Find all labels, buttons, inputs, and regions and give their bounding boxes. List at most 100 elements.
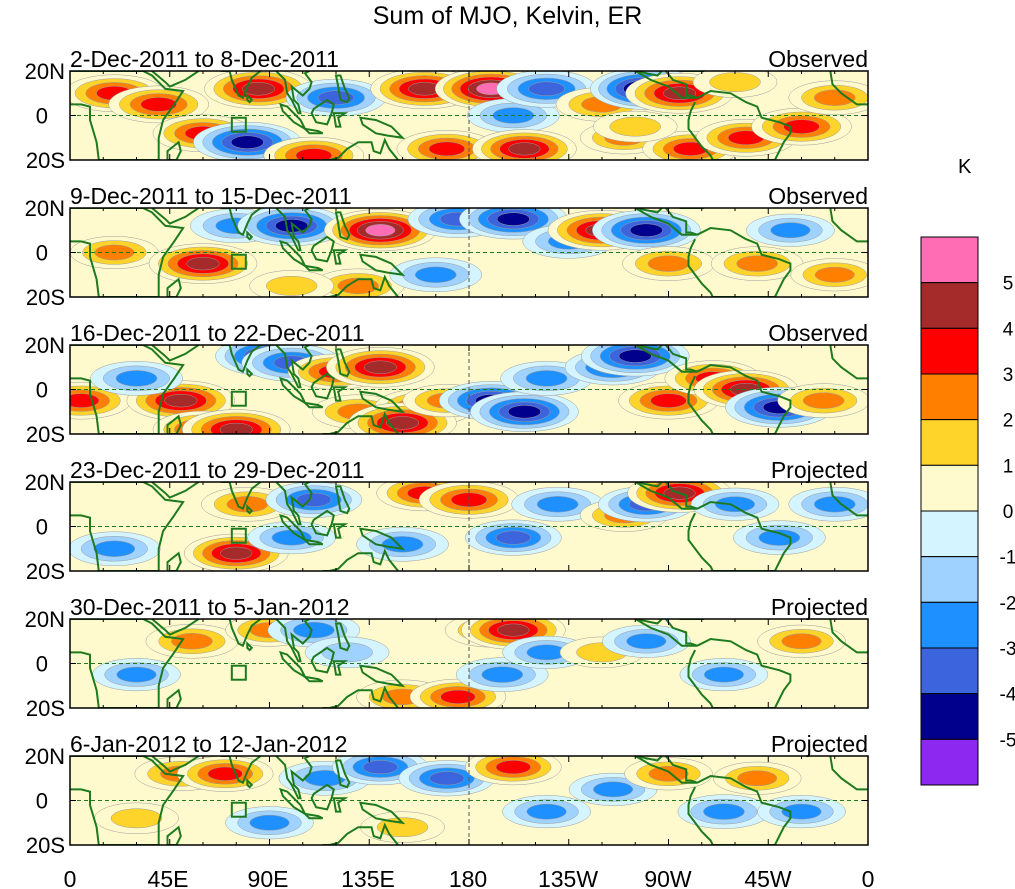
lon-label: 0 (64, 866, 77, 889)
colorbar-label: 1 (1003, 456, 1014, 477)
anomaly-contour (140, 97, 177, 112)
region-box (230, 527, 247, 544)
colorbar-swatch (920, 282, 979, 329)
lat-label-0: 0 (36, 652, 48, 677)
anomaly-contour (648, 765, 689, 782)
coastline (358, 253, 406, 277)
anomaly-contour (429, 771, 465, 786)
lat-label-0: 0 (36, 515, 48, 540)
anomaly-contour (321, 642, 373, 663)
coastline (687, 363, 792, 434)
coastline (310, 509, 335, 537)
coastline (275, 71, 313, 115)
anomaly-contour (526, 803, 567, 820)
anomaly-contour (814, 266, 855, 283)
coastline (322, 274, 399, 297)
coastline (275, 482, 313, 526)
coastline (334, 759, 351, 789)
coastline (634, 345, 698, 373)
lat-label-20s: 20S (26, 696, 65, 721)
coastline (334, 622, 351, 652)
lat-label-20s: 20S (26, 148, 65, 173)
panel-3-field (70, 345, 868, 434)
anomaly-contour (802, 392, 845, 409)
coastline (151, 756, 200, 773)
coastline (332, 797, 349, 813)
anomaly-contour (528, 81, 565, 97)
coastline (70, 619, 185, 708)
panel-status-label: Projected (771, 594, 868, 620)
panel-date-label: 16-Dec-2011 to 22-Dec-2011 (70, 320, 365, 346)
lat-label-20n: 20N (25, 470, 65, 495)
anomaly-contour (186, 256, 220, 271)
colorbar-swatch (920, 693, 979, 740)
coastline (302, 538, 324, 546)
lon-label: 135W (538, 866, 598, 889)
anomaly-contour (647, 255, 690, 272)
coastline (334, 74, 351, 104)
coastline (151, 345, 200, 362)
coastline (275, 619, 313, 663)
coastline (358, 116, 406, 140)
lon-label: 0 (862, 866, 875, 889)
coastline (302, 401, 324, 409)
panel-status-label: Observed (768, 46, 868, 72)
anomaly-contour (115, 370, 158, 387)
coastline (220, 208, 262, 237)
coastline (334, 211, 351, 241)
coastline (829, 208, 868, 243)
coastline (687, 637, 792, 708)
coastline (246, 367, 254, 378)
coastline (220, 345, 262, 374)
coastline (166, 414, 182, 434)
panel-6-field (70, 756, 868, 845)
coastline (166, 825, 182, 845)
anomaly-contour (536, 496, 579, 513)
anomaly-contour (496, 212, 530, 226)
anomaly-contour (609, 116, 661, 137)
colorbar-label: -1 (1000, 548, 1015, 569)
lat-label-20s: 20S (26, 285, 65, 310)
panel-status-label: Projected (771, 457, 868, 483)
coastline (246, 778, 254, 789)
coastline (302, 675, 324, 683)
coastline (334, 348, 351, 378)
anomaly-contour (428, 141, 465, 157)
coastline (151, 619, 200, 636)
colorbar-swatch (920, 373, 979, 421)
coastline (322, 822, 399, 845)
anomaly-contour (714, 496, 756, 513)
anomaly-contour (703, 666, 744, 683)
panel-2-field (70, 208, 868, 297)
anomaly-contour (770, 222, 811, 239)
coastline (332, 249, 349, 265)
coastline (358, 390, 406, 414)
anomaly-contour (497, 623, 530, 637)
panel-5-field (70, 619, 868, 708)
anomaly-contour (781, 633, 822, 650)
anomaly-contour (110, 808, 163, 829)
coastline (634, 756, 698, 784)
lat-label-20n: 20N (25, 607, 65, 632)
coastline (332, 386, 349, 402)
panel-date-label: 9-Dec-2011 to 15-Dec-2011 (70, 183, 352, 209)
panel-date-label: 23-Dec-2011 to 29-Dec-2011 (70, 457, 365, 483)
coastline (275, 345, 313, 389)
region-box (230, 801, 247, 818)
anomaly-contour (709, 72, 761, 93)
coastline (829, 345, 868, 380)
coastline (302, 812, 324, 820)
panel-date-label: 30-Dec-2011 to 5-Jan-2012 (70, 594, 350, 620)
anomaly-contour (230, 135, 264, 149)
coastline (151, 71, 200, 88)
anomaly-contour (293, 621, 335, 639)
colorbar-swatch (920, 738, 979, 786)
lat-label-0: 0 (36, 241, 48, 266)
anomaly-contour (626, 633, 667, 650)
coastline (151, 482, 200, 499)
panel-4-field (70, 482, 868, 571)
coastline (166, 140, 182, 160)
lat-label-0: 0 (36, 378, 48, 403)
anomaly-contour (171, 633, 213, 650)
coastline (687, 89, 792, 160)
